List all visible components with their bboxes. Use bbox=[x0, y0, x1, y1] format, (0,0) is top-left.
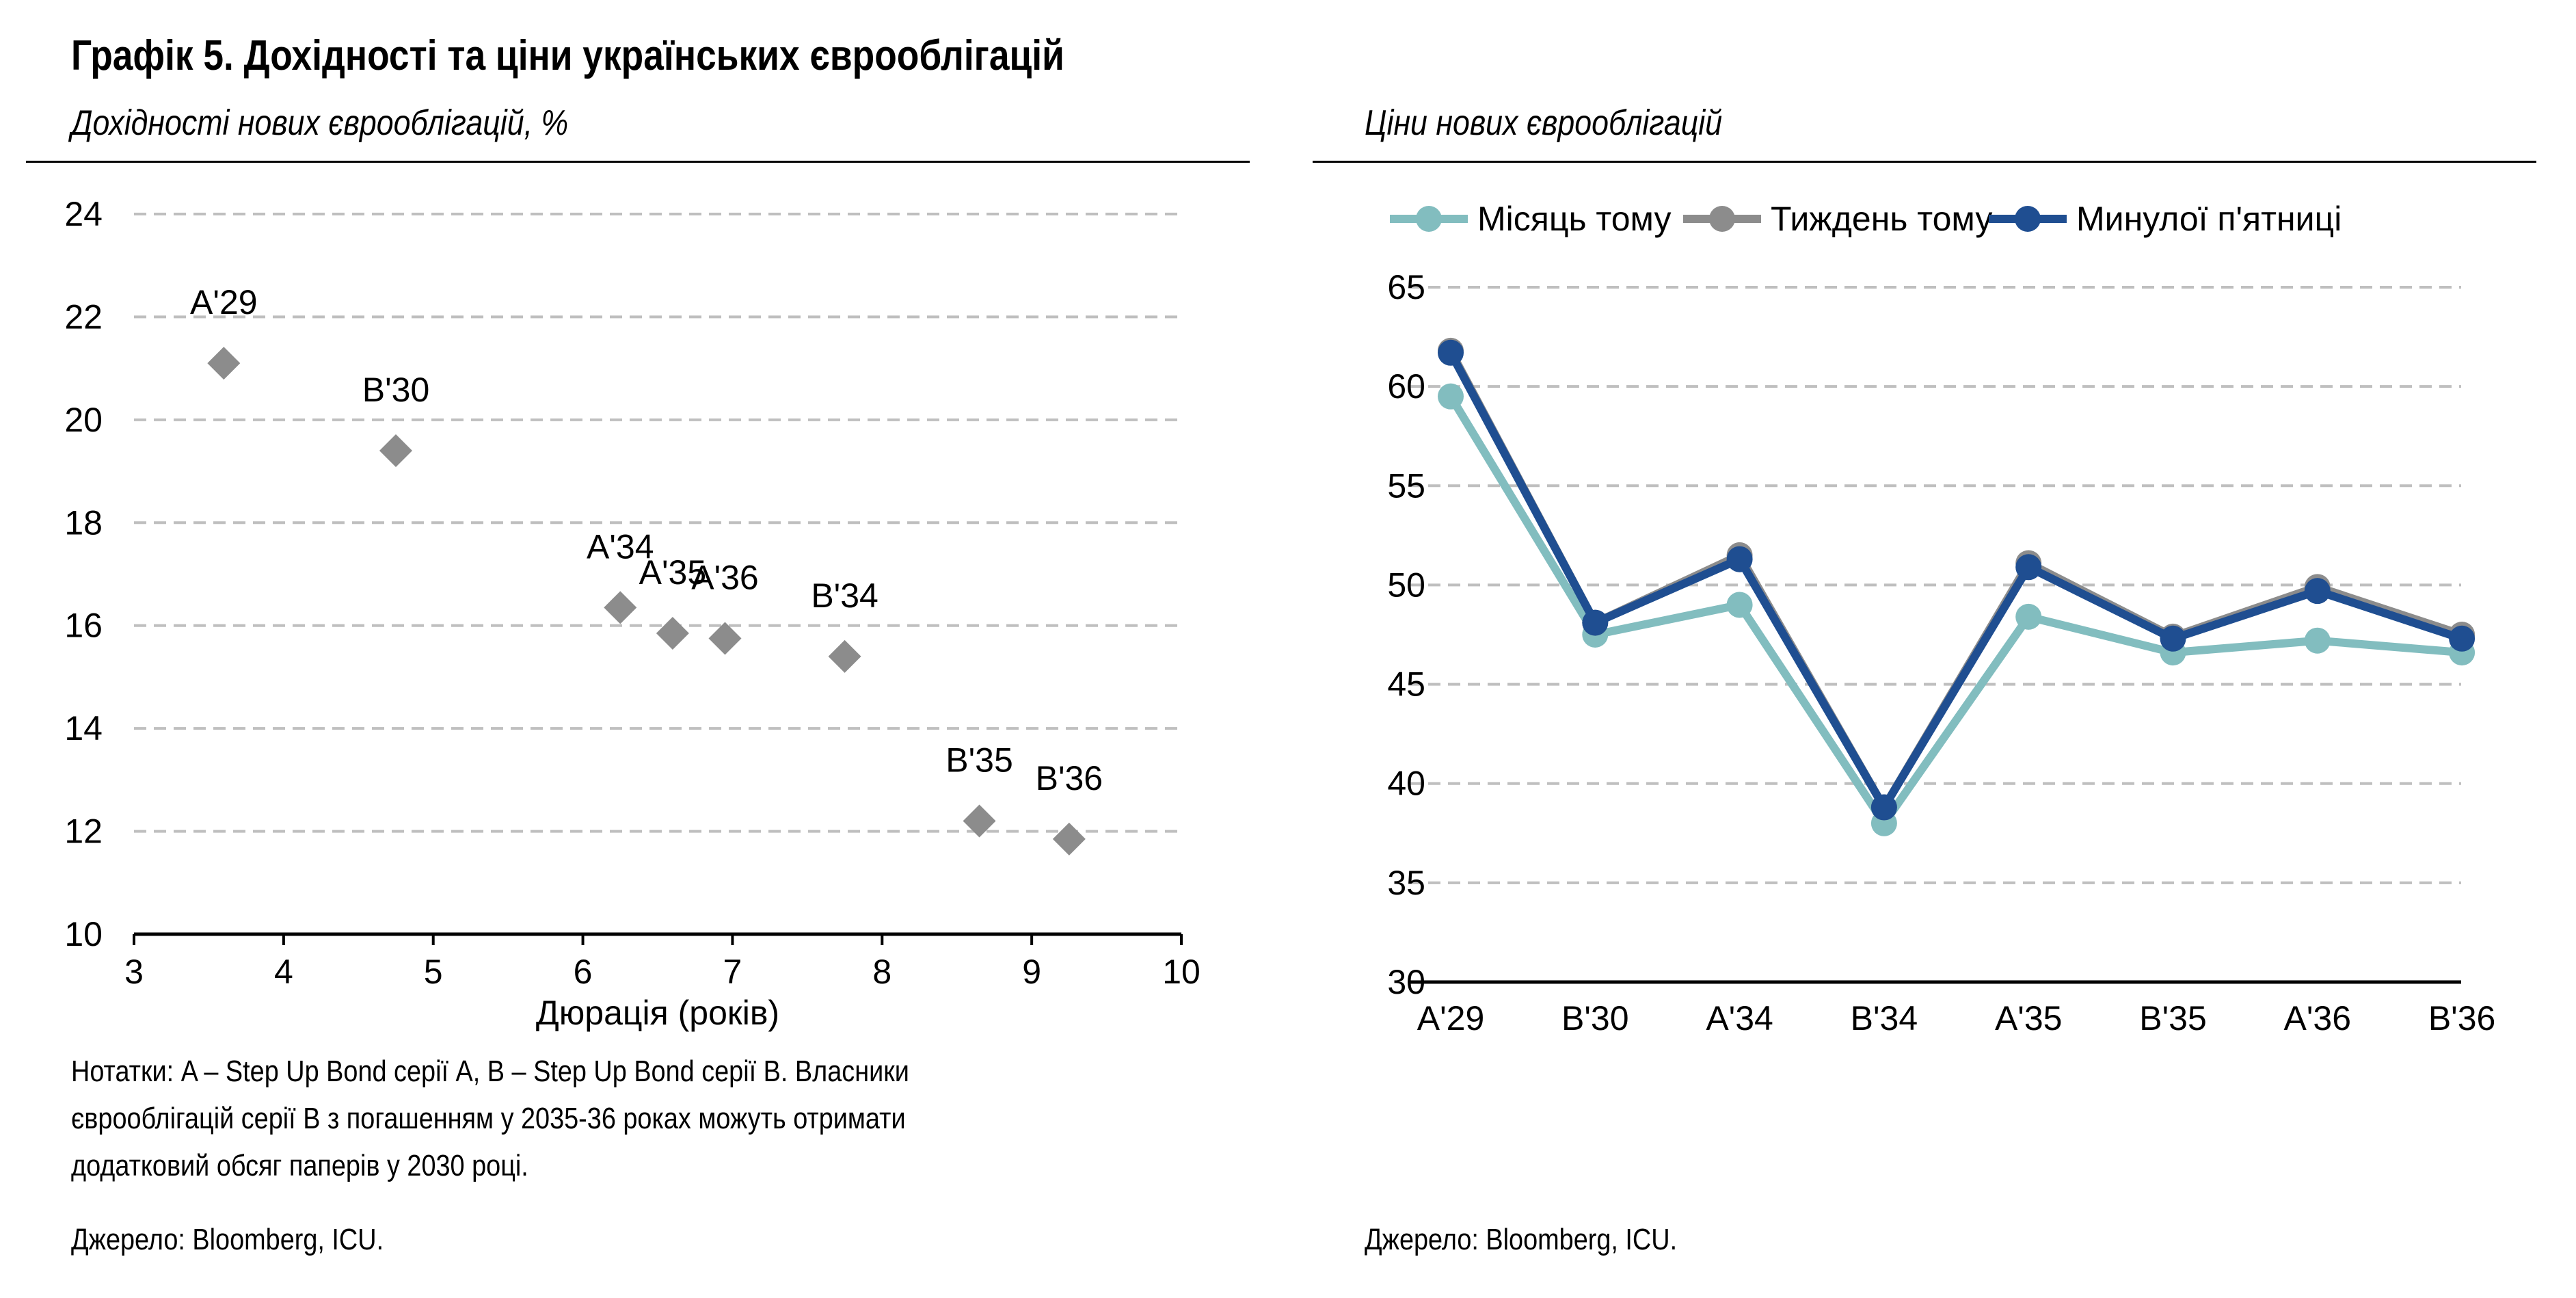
legend-marker bbox=[1416, 206, 1442, 232]
scatter-point bbox=[604, 591, 637, 624]
scatter-x-tick-label: 8 bbox=[872, 953, 891, 991]
scatter-point bbox=[656, 616, 689, 650]
scatter-x-axis-title: Дюрація (років) bbox=[536, 994, 779, 1032]
series-point bbox=[1438, 383, 1464, 410]
scatter-point bbox=[1052, 822, 1086, 856]
line-chart-x-tick-label: A'35 bbox=[1995, 999, 2063, 1037]
legend-label: Тиждень тому bbox=[1771, 200, 1992, 238]
right-chart-subtitle-text: Ціни нових єврооблігацій bbox=[1365, 103, 1723, 143]
right-header-divider bbox=[1313, 161, 2536, 163]
legend-label: Минулої п'ятниці bbox=[2076, 200, 2342, 238]
scatter-y-tick-label: 22 bbox=[64, 297, 103, 336]
scatter-point-label: A'35 bbox=[639, 553, 707, 592]
line-chart-x-tick-label: A'29 bbox=[1417, 999, 1485, 1037]
legend-marker bbox=[2015, 206, 2041, 232]
scatter-y-tick-label: 20 bbox=[64, 401, 103, 439]
left-header-divider bbox=[26, 161, 1250, 163]
line-chart-x-tick-label: B'30 bbox=[1561, 999, 1629, 1037]
line-chart-x-tick-label: A'36 bbox=[2284, 999, 2352, 1037]
scatter-y-tick-label: 14 bbox=[64, 709, 103, 747]
page-title-text: Графік 5. Дохідності та ціни українських… bbox=[71, 32, 1064, 79]
scatter-point bbox=[708, 622, 742, 655]
scatter-point-label: B'34 bbox=[811, 577, 878, 615]
line-chart-x-tick-label: B'36 bbox=[2428, 999, 2496, 1037]
scatter-point-label: A'36 bbox=[691, 559, 759, 597]
line-chart-y-tick-label: 40 bbox=[1387, 765, 1425, 803]
note-line-1: Нотатки: A – Step Up Bond серії А, B – S… bbox=[71, 1055, 909, 1088]
line-chart-y-tick-label: 35 bbox=[1387, 864, 1425, 902]
left-chart-subtitle-text: Дохідності нових єврооблігацій, % bbox=[71, 103, 569, 143]
series-point bbox=[2304, 627, 2331, 654]
right-chart-source-text: Джерело: Bloomberg, ICU. bbox=[1365, 1223, 1678, 1256]
series-point bbox=[1726, 546, 1753, 572]
scatter-y-tick-label: 18 bbox=[64, 503, 103, 542]
scatter-y-tick-label: 16 bbox=[64, 607, 103, 645]
series-line bbox=[1447, 350, 2463, 812]
scatter-y-tick-label: 12 bbox=[64, 812, 103, 851]
series-point bbox=[2160, 625, 2186, 652]
yield-scatter-chart: 10 12 14 16 18 20 22 24 3 4 5 6 7 8 9 10 Дюрація (років)… bbox=[64, 195, 1200, 1032]
left-chart-subtitle: Дохідності нових єврооблігацій, % bbox=[71, 103, 649, 144]
series-point bbox=[2015, 554, 2042, 581]
scatter-point bbox=[379, 434, 412, 467]
series-point bbox=[2304, 578, 2331, 605]
series-point bbox=[1870, 794, 1897, 821]
right-chart-subtitle: Ціни нових єврооблігацій bbox=[1365, 103, 1780, 144]
scatter-point bbox=[963, 804, 996, 838]
note-line-2: єврооблігацій серії B з погашенням у 203… bbox=[71, 1102, 906, 1135]
right-chart-source: Джерело: Bloomberg, ICU. bbox=[1365, 1216, 1728, 1263]
scatter-point bbox=[828, 639, 861, 673]
series-line bbox=[1447, 394, 2463, 827]
scatter-x-tick-label: 6 bbox=[574, 953, 593, 991]
series-point bbox=[1726, 592, 1753, 618]
scatter-x-tick-label: 7 bbox=[723, 953, 742, 991]
line-chart-x-tick-label: B'34 bbox=[1851, 999, 1918, 1037]
series-point bbox=[2015, 603, 2042, 630]
scatter-point-label: A'29 bbox=[190, 283, 258, 321]
note-line-3: додатковий обсяг паперів у 2030 році. bbox=[71, 1149, 528, 1182]
scatter-x-tick-label: 5 bbox=[424, 953, 443, 991]
scatter-y-tick-label: 24 bbox=[64, 195, 103, 233]
legend-marker bbox=[1709, 206, 1735, 232]
line-chart-x-tick-label: B'35 bbox=[2139, 999, 2207, 1037]
left-chart-source: Джерело: Bloomberg, ICU. bbox=[71, 1216, 435, 1263]
scatter-point-label: B'36 bbox=[1036, 759, 1103, 797]
line-chart-y-tick-label: 60 bbox=[1387, 367, 1425, 406]
scatter-x-tick-label: 3 bbox=[124, 953, 144, 991]
line-chart-y-tick-label: 55 bbox=[1387, 466, 1425, 505]
line-chart-x-tick-label: A'34 bbox=[1706, 999, 1773, 1037]
series-point bbox=[1582, 609, 1609, 636]
scatter-x-tick-label: 9 bbox=[1022, 953, 1041, 991]
line-chart-y-tick-label: 45 bbox=[1387, 665, 1425, 704]
line-chart-y-tick-label: 65 bbox=[1387, 268, 1425, 306]
legend-label: Місяць тому bbox=[1477, 200, 1672, 238]
scatter-point bbox=[207, 347, 241, 380]
scatter-point-label: A'34 bbox=[587, 527, 654, 566]
series-point bbox=[2449, 625, 2476, 652]
scatter-point-label: B'30 bbox=[362, 371, 430, 409]
line-chart-y-tick-label: 50 bbox=[1387, 566, 1425, 604]
scatter-point-label: B'35 bbox=[945, 741, 1013, 780]
left-chart-source-text: Джерело: Bloomberg, ICU. bbox=[71, 1223, 384, 1256]
series-point bbox=[1438, 339, 1464, 366]
scatter-x-tick-label: 4 bbox=[274, 953, 293, 991]
chart-notes: Нотатки: A – Step Up Bond серії А, B – S… bbox=[71, 1048, 1046, 1189]
scatter-x-tick-label: 10 bbox=[1162, 953, 1200, 991]
scatter-y-tick-label: 10 bbox=[64, 915, 103, 953]
page-title: Графік 5. Дохідності та ціни українських… bbox=[71, 31, 1226, 80]
